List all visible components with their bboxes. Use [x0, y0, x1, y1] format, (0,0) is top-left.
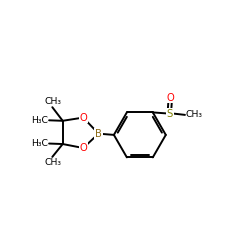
Text: CH₃: CH₃ — [44, 158, 61, 167]
Text: CH₃: CH₃ — [186, 110, 203, 120]
Text: O: O — [166, 92, 174, 102]
Text: O: O — [79, 143, 87, 153]
Text: H₃C: H₃C — [31, 116, 48, 125]
Text: CH₃: CH₃ — [44, 97, 61, 106]
Text: S: S — [166, 109, 173, 119]
Text: H₃C: H₃C — [31, 139, 48, 148]
Text: B: B — [95, 129, 102, 139]
Text: O: O — [79, 112, 87, 122]
